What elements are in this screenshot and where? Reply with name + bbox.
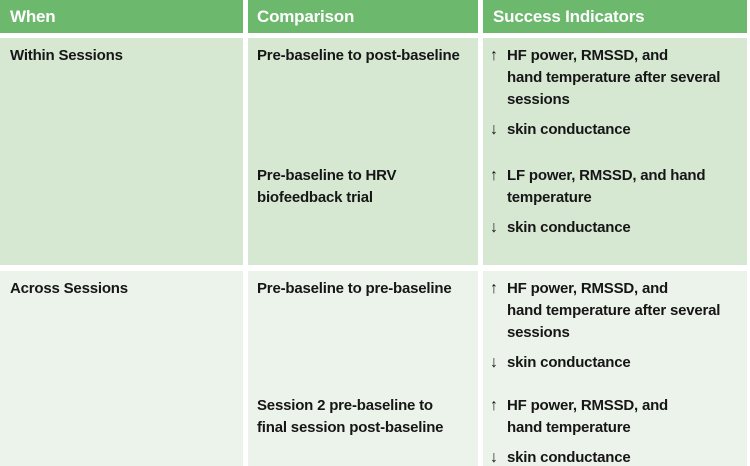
- indicators-entry: ↑ LF power, RMSSD, and hand temperature …: [483, 158, 747, 239]
- row-group-across-sessions: Across Sessions Pre-baseline to pre-base…: [0, 271, 747, 466]
- down-arrow-icon: ↓: [490, 121, 498, 138]
- indicator-text: skin conductance: [507, 449, 631, 466]
- comparison-entry: Session 2 pre-baseline to final session …: [248, 388, 478, 439]
- when-cell: Across Sessions: [0, 271, 243, 466]
- down-arrow-icon: ↓: [490, 449, 498, 466]
- comparison-cell: Pre-baseline to post-baseline Pre-baseli…: [248, 38, 478, 265]
- comparison-text: Pre-baseline to post-baseline: [257, 47, 460, 64]
- row-group-within-sessions: Within Sessions Pre-baseline to post-bas…: [0, 38, 747, 265]
- up-arrow-icon: ↑: [490, 397, 498, 414]
- down-arrow-icon: ↓: [490, 354, 498, 371]
- indicator-item: ↑ LF power, RMSSD, and hand temperature: [490, 165, 743, 209]
- when-label: Within Sessions: [10, 47, 123, 64]
- header-label-when: When: [10, 6, 56, 26]
- indicators-entry: ↑ HF power, RMSSD, and hand temperature …: [483, 271, 747, 388]
- table-header-row: When Comparison Success Indicators: [0, 0, 747, 33]
- comparison-entry: Pre-baseline to pre-baseline: [248, 271, 478, 388]
- indicator-item: ↑ HF power, RMSSD, and hand temperature …: [490, 278, 743, 344]
- comparison-entry: Pre-baseline to HRV biofeedback trial: [248, 158, 478, 209]
- header-cell-success-indicators: Success Indicators: [483, 0, 747, 33]
- comparison-text: Session 2 pre-baseline to final session …: [257, 397, 444, 436]
- indicator-item: ↓ skin conductance: [490, 119, 743, 141]
- header-label-success-indicators: Success Indicators: [493, 6, 645, 26]
- up-arrow-icon: ↑: [490, 47, 498, 64]
- indicator-text: skin conductance: [507, 219, 631, 236]
- indicator-text: HF power, RMSSD, and hand temperature af…: [507, 280, 721, 341]
- indicators-cell: ↑ HF power, RMSSD, and hand temperature …: [483, 271, 747, 466]
- header-cell-when: When: [0, 0, 243, 33]
- indicator-text: LF power, RMSSD, and hand temperature: [507, 167, 706, 206]
- when-label: Across Sessions: [10, 280, 128, 297]
- comparison-text: Pre-baseline to pre-baseline: [257, 280, 452, 297]
- comparison-entry: Pre-baseline to post-baseline: [248, 38, 478, 158]
- indicator-item: ↓ skin conductance: [490, 352, 743, 374]
- indicators-cell: ↑ HF power, RMSSD, and hand temperature …: [483, 38, 747, 265]
- indicator-item: ↓ skin conductance: [490, 447, 743, 466]
- indicator-item: ↑ HF power, RMSSD, and hand temperature …: [490, 45, 743, 111]
- header-cell-comparison: Comparison: [248, 0, 478, 33]
- indicator-text: HF power, RMSSD, and hand temperature af…: [507, 47, 721, 108]
- indicator-item: ↑ HF power, RMSSD, and hand temperature: [490, 395, 743, 439]
- up-arrow-icon: ↑: [490, 280, 498, 297]
- comparison-text: Pre-baseline to HRV biofeedback trial: [257, 167, 397, 206]
- comparison-cell: Pre-baseline to pre-baseline Session 2 p…: [248, 271, 478, 466]
- indicator-text: skin conductance: [507, 121, 631, 138]
- indicator-text: skin conductance: [507, 354, 631, 371]
- indicators-entry: ↑ HF power, RMSSD, and hand temperature …: [483, 388, 747, 466]
- header-label-comparison: Comparison: [257, 6, 355, 26]
- indicators-entry: ↑ HF power, RMSSD, and hand temperature …: [483, 38, 747, 158]
- down-arrow-icon: ↓: [490, 219, 498, 236]
- when-cell: Within Sessions: [0, 38, 243, 265]
- indicator-text: HF power, RMSSD, and hand temperature: [507, 397, 669, 436]
- up-arrow-icon: ↑: [490, 167, 498, 184]
- indicator-item: ↓ skin conductance: [490, 217, 743, 239]
